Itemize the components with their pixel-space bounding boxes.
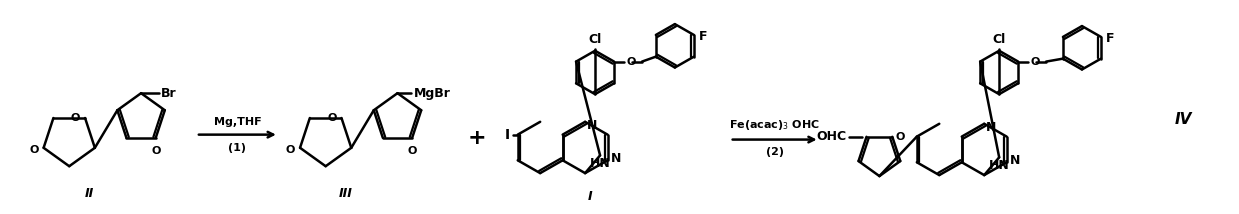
Text: O: O xyxy=(408,146,416,156)
Text: O: O xyxy=(896,132,904,142)
Text: Mg,THF: Mg,THF xyxy=(213,117,261,127)
Text: O: O xyxy=(151,146,160,156)
Text: Fe(acac)$_3$ OHC: Fe(acac)$_3$ OHC xyxy=(730,118,820,132)
Text: II: II xyxy=(84,187,94,200)
Text: O: O xyxy=(626,56,636,67)
Text: O: O xyxy=(71,113,81,123)
Text: O: O xyxy=(30,145,38,155)
Text: IV: IV xyxy=(1175,112,1192,127)
Text: N: N xyxy=(1010,154,1020,167)
Text: MgBr: MgBr xyxy=(414,87,450,100)
Text: I: I xyxy=(587,190,592,203)
Text: N: N xyxy=(587,119,597,132)
Text: HN: HN xyxy=(989,159,1010,172)
Text: Br: Br xyxy=(161,87,177,100)
Text: I: I xyxy=(504,128,509,142)
Text: +: + xyxy=(468,128,487,148)
Text: F: F xyxy=(699,30,707,43)
Text: III: III xyxy=(338,187,353,200)
Text: F: F xyxy=(1106,32,1114,45)
Text: O: O xyxy=(1030,56,1040,67)
Text: N: N xyxy=(986,121,996,134)
Text: Cl: Cl xyxy=(992,33,1006,46)
Text: (1): (1) xyxy=(228,143,247,153)
Text: OHC: OHC xyxy=(817,130,846,143)
Text: Cl: Cl xyxy=(589,33,602,46)
Text: (2): (2) xyxy=(766,147,783,158)
Text: O: O xyxy=(327,113,337,123)
Text: HN: HN xyxy=(590,157,611,170)
Text: N: N xyxy=(611,152,621,165)
Text: O: O xyxy=(286,145,295,155)
